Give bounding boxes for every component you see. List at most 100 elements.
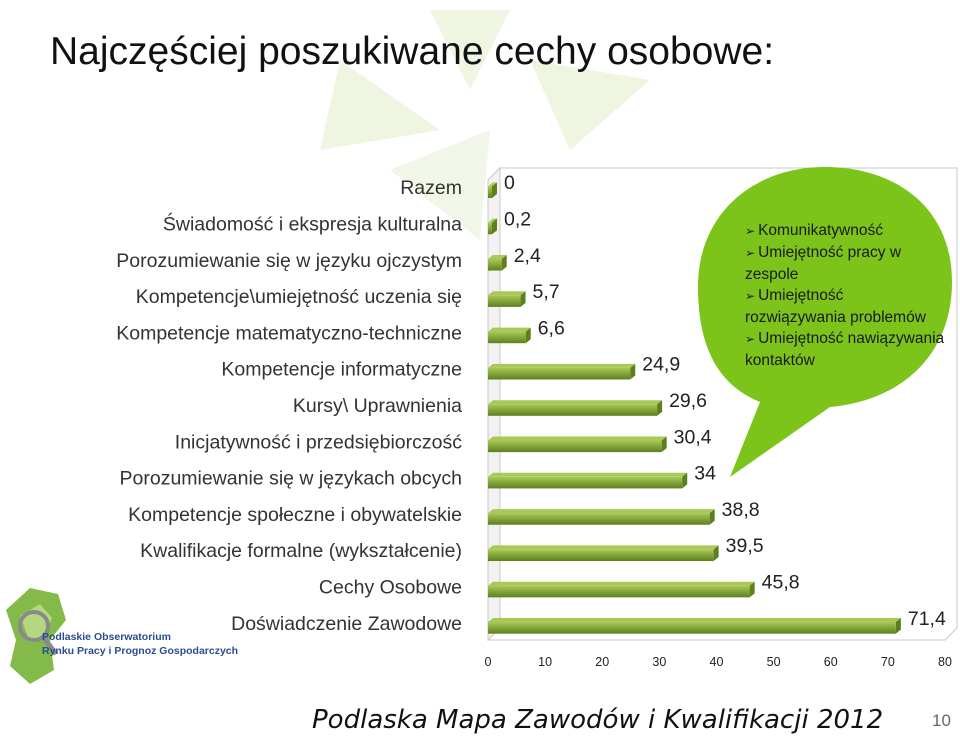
bar: [488, 545, 719, 562]
category-label: Kompetencje informatyczne: [221, 359, 462, 381]
bar-front-face: [488, 295, 521, 307]
bar-front-face: [488, 222, 492, 235]
bar: [488, 218, 497, 235]
x-tick-label: 10: [538, 655, 552, 669]
arrow-bullet-icon: ➢: [745, 246, 756, 260]
category-label: Kwalifikacje formalne (wykształcenie): [140, 540, 462, 562]
callout-bubble: [698, 167, 952, 477]
bar: [488, 436, 667, 453]
chart-bars: [488, 182, 901, 634]
callout-item: ➢ Umiejętność pracy w zespole: [745, 244, 902, 283]
category-label: Kursy\ Uprawnienia: [293, 395, 462, 417]
bar-front-face: [488, 440, 662, 453]
bar-end-face: [501, 254, 507, 271]
category-label: Kompetencje matematyczno-techniczne: [116, 322, 462, 344]
bar-top-face: [488, 509, 715, 514]
bar-end-face: [661, 436, 667, 453]
bar-end-face: [682, 472, 688, 489]
x-tick-label: 50: [767, 655, 781, 669]
bar-end-face: [630, 363, 636, 380]
bar: [488, 618, 901, 634]
value-label: 39,5: [726, 535, 764, 557]
bar-top-face: [488, 400, 663, 405]
category-label: Porozumiewanie się w językach obcych: [120, 468, 463, 490]
x-tick-label: 80: [938, 655, 952, 669]
bar-front-face: [488, 186, 492, 198]
value-label: 45,8: [762, 572, 800, 594]
category-label: Inicjatywność i przedsiębiorczość: [175, 431, 462, 453]
bar-top-face: [488, 618, 901, 623]
bar: [488, 291, 526, 307]
x-tick-label: 30: [652, 655, 666, 669]
value-label: 29,6: [669, 390, 707, 412]
bar-front-face: [488, 367, 631, 380]
bar-front-face: [488, 622, 896, 634]
category-label: Świadomość i ekspresja kulturalna: [163, 211, 462, 235]
arrow-bullet-icon: ➢: [745, 224, 756, 238]
value-labels: 0 0,2 2,4 5,7 6,6 24,9 29,6 30,4 34 38,8 39,5 45,8 7…: [504, 172, 946, 630]
category-label: Razem: [400, 177, 462, 199]
bar: [488, 581, 755, 598]
bar: [488, 254, 507, 271]
arrow-bullet-icon: ➢: [745, 289, 756, 303]
value-label: 6,6: [538, 317, 565, 339]
bar-top-face: [488, 291, 526, 296]
value-label: 0: [504, 172, 515, 194]
value-label: 5,7: [533, 281, 560, 303]
value-label: 2,4: [514, 245, 541, 267]
watermark-graphic: [320, 10, 650, 240]
bar-end-face: [709, 509, 715, 525]
x-tick-label: 0: [485, 655, 492, 669]
bar-end-face: [749, 581, 755, 598]
bar-end-face: [525, 327, 531, 344]
bar: [488, 363, 636, 380]
callout-list: ➢ Komunikatywność ➢ Umiejętność pracy w ze…: [745, 220, 945, 371]
bar: [488, 509, 715, 525]
bar-front-face: [488, 476, 683, 489]
bar-top-face: [488, 363, 636, 368]
bar: [488, 327, 531, 344]
arrow-bullet-icon: ➢: [745, 332, 756, 346]
bar-front-face: [488, 513, 710, 525]
x-tick-label: 60: [824, 655, 838, 669]
bar-top-face: [488, 472, 688, 477]
x-tick-label: 70: [881, 655, 895, 669]
slide-title: Najczęściej poszukiwane cechy osobowe:: [50, 30, 775, 73]
bar-end-face: [492, 218, 497, 235]
bar-top-face: [488, 581, 755, 586]
category-label: Cechy Osobowe: [319, 577, 462, 599]
x-tick-label: 20: [595, 655, 609, 669]
category-labels: Razem Świadomość i ekspresja kulturalna Po…: [116, 177, 462, 635]
footer-text: Podlaska Mapa Zawodów i Kwalifikacji 201…: [312, 705, 884, 735]
logo-text-line1: Podlaskie Obserwatorium: [42, 631, 171, 643]
category-label: Doświadczenie Zawodowe: [231, 613, 462, 635]
bar-end-face: [657, 400, 663, 416]
page-number: 10: [932, 711, 951, 730]
value-label: 24,9: [642, 354, 680, 376]
bar-end-face: [520, 291, 526, 307]
bar-top-face: [488, 327, 531, 332]
bar-end-face: [713, 545, 719, 562]
value-label: 71,4: [908, 608, 946, 630]
bar-front-face: [488, 549, 714, 562]
callout-item: ➢ Umiejętność nawiązywania kontaktów: [745, 330, 945, 369]
bar-top-face: [488, 218, 497, 223]
category-label: Porozumiewanie się w języku ojczystym: [116, 250, 462, 272]
category-label: Kompetencje\umiejętność uczenia się: [136, 286, 462, 308]
bar-end-face: [895, 618, 901, 634]
logo-text-line2: Rynku Pracy i Prognoz Gospodarczych: [42, 645, 238, 657]
value-label: 34: [694, 463, 716, 485]
x-axis-ticks: 0 10 20 30 40 50 60 70 80: [485, 655, 952, 669]
obserwatorium-logo: Podlaskie Obserwatorium Rynku Pracy i Pr…: [6, 588, 238, 684]
bar-front-face: [488, 331, 526, 344]
callout-item: ➢ Komunikatywność: [745, 222, 883, 239]
bar: [488, 472, 688, 489]
bar-end-face: [492, 182, 497, 198]
bar-front-face: [488, 258, 502, 271]
value-label: 0,2: [504, 208, 531, 230]
value-label: 38,8: [722, 499, 760, 521]
bar-front-face: [488, 404, 658, 416]
bar: [488, 400, 663, 416]
bar-top-face: [488, 254, 507, 259]
x-tick-label: 40: [710, 655, 724, 669]
